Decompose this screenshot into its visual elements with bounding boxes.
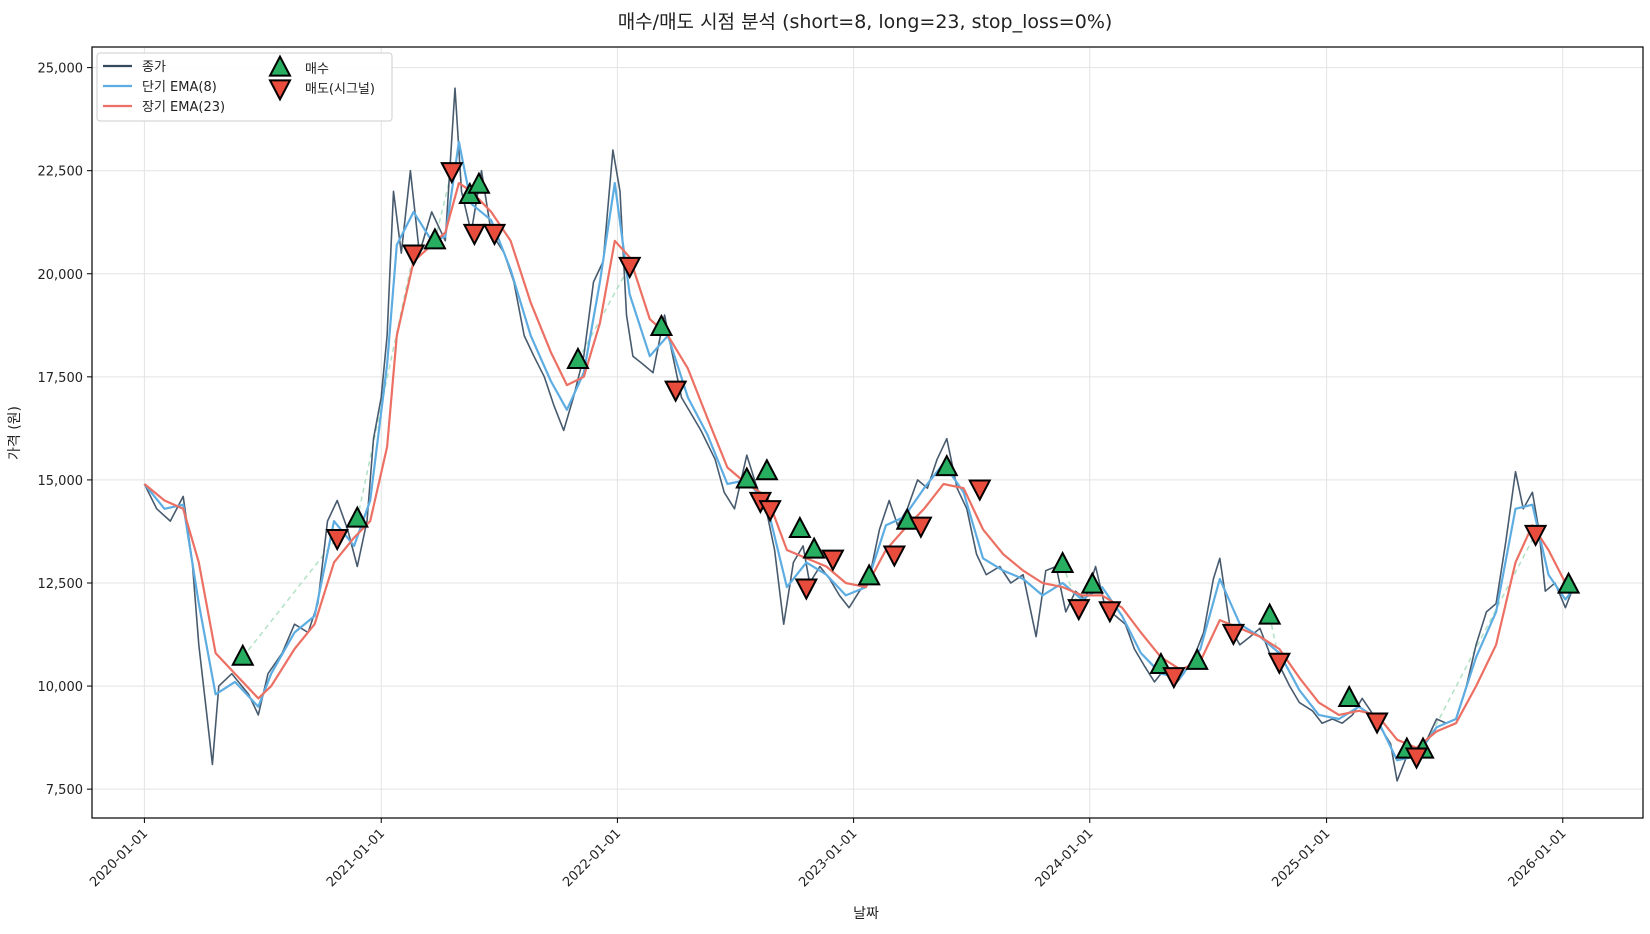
sell-marker — [1523, 524, 1548, 548]
y-tick-label: 22,500 — [38, 165, 84, 180]
buy-marker — [467, 171, 491, 194]
legend-label: 매도(시그널) — [305, 82, 375, 97]
sell-marker — [882, 545, 907, 568]
sell-marker — [1365, 712, 1389, 735]
trade-link-line — [242, 537, 338, 658]
series-layer — [143, 87, 1573, 782]
x-tick-label: 2023-01-01 — [796, 826, 860, 890]
buy-marker — [1257, 602, 1282, 625]
trade-link-layer — [242, 170, 1537, 751]
sell-marker — [968, 479, 992, 502]
plot-frame — [91, 46, 1644, 819]
sell-marker — [1067, 599, 1091, 622]
x-tick-label: 2024-01-01 — [1033, 826, 1097, 890]
y-tick-label: 15,000 — [38, 474, 84, 489]
marker-layer — [231, 162, 1581, 770]
x-tick-label: 2026-01-01 — [1506, 826, 1570, 890]
sell-marker — [1221, 623, 1246, 647]
buy-marker — [1185, 647, 1209, 670]
buy-marker — [735, 466, 759, 489]
sell-marker — [821, 549, 845, 572]
grid-layer — [92, 47, 1643, 818]
legend-box — [96, 52, 393, 122]
y-tick-label: 17,500 — [38, 371, 84, 386]
buy-marker — [802, 536, 826, 559]
trade-link-line — [577, 265, 631, 361]
x-tick-label: 2020-01-01 — [87, 826, 151, 890]
sell-marker — [909, 516, 933, 539]
buy-marker — [788, 515, 812, 538]
sell-marker — [325, 529, 349, 552]
series-line-ema-short — [143, 140, 1573, 762]
buy-marker — [1080, 571, 1105, 594]
sell-marker — [462, 223, 487, 247]
sell-marker — [482, 223, 507, 247]
legend-label: 매수 — [305, 62, 329, 77]
x-tick-label: 2025-01-01 — [1269, 826, 1333, 890]
series-line-close — [143, 87, 1573, 782]
trade-link-line — [1422, 533, 1537, 751]
x-tick-label: 2021-01-01 — [324, 826, 388, 890]
y-tick-label: 25,000 — [38, 62, 84, 77]
legend-label: 종가 — [142, 60, 166, 75]
sell-marker — [1404, 747, 1429, 770]
buy-marker — [649, 313, 674, 336]
axis-layer: 7,500 10,000 12,500 15,000 17,500 20,000 22,50… — [38, 62, 1570, 891]
x-tick-label: 2022-01-01 — [560, 826, 624, 890]
sell-marker — [758, 500, 782, 523]
legend-buy-icon — [268, 54, 292, 77]
series-line-ema-long — [143, 182, 1573, 749]
y-tick-label: 7,500 — [46, 783, 83, 798]
buy-marker — [1556, 571, 1581, 594]
buy-marker — [345, 505, 369, 528]
buy-marker — [1337, 684, 1361, 708]
buy-marker — [423, 227, 447, 250]
buy-marker — [755, 458, 779, 481]
chart-title: 매수/매도 시점 분석 (short=8, long=23, stop_loss… — [618, 11, 1113, 33]
sell-marker — [794, 578, 819, 601]
trade-link-line — [434, 170, 453, 241]
legend-sell-icon — [268, 79, 292, 102]
y-tick-label: 10,000 — [38, 680, 84, 695]
y-axis-label: 가격 (원) — [7, 406, 23, 460]
sell-marker — [1267, 652, 1292, 675]
buy-marker — [935, 453, 959, 477]
y-tick-label: 20,000 — [38, 268, 84, 283]
buy-marker — [857, 563, 881, 586]
sell-marker — [401, 244, 426, 267]
legend-label: 단기 EMA(8) — [142, 80, 217, 95]
sell-marker — [663, 380, 688, 403]
x-axis-label: 날짜 — [853, 906, 879, 922]
y-tick-label: 12,500 — [38, 577, 84, 592]
buy-marker — [231, 643, 255, 666]
buy-marker — [566, 346, 590, 369]
sell-marker — [440, 162, 464, 185]
sell-marker — [618, 256, 642, 280]
legend-label: 장기 EMA(23) — [142, 100, 225, 115]
buy-marker — [1050, 550, 1075, 574]
sell-marker — [1162, 667, 1186, 690]
sell-marker — [1098, 601, 1122, 624]
